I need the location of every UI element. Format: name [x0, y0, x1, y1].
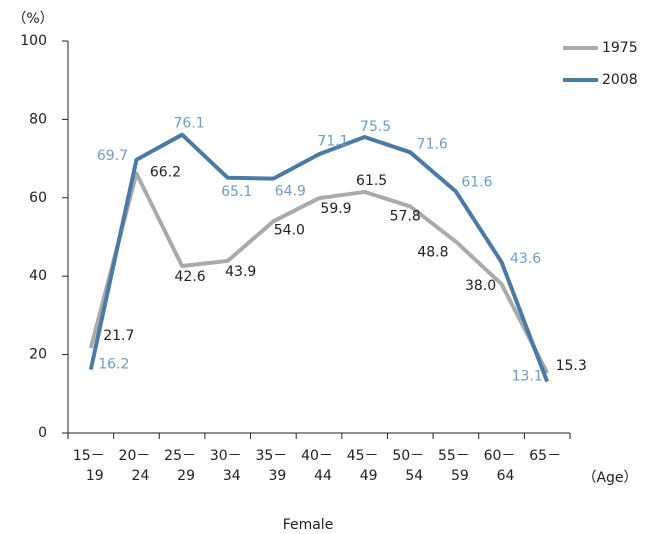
y-tick-label: 80 — [29, 111, 47, 127]
x-tick-label: 60－ — [484, 448, 516, 464]
data-label: 61.6 — [461, 175, 492, 191]
x-tick-label: 54 — [405, 468, 423, 484]
x-tick-label: 44 — [314, 468, 332, 484]
data-label: 64.9 — [275, 184, 306, 200]
y-axis-title: （%） — [12, 11, 53, 27]
legend-label: 1975 — [602, 40, 638, 56]
x-tick-label: 65－ — [529, 448, 561, 464]
x-tick-label: 25－ — [164, 448, 196, 464]
y-tick-label: 40 — [29, 268, 47, 284]
data-label: 38.0 — [465, 278, 496, 294]
data-label: 75.5 — [360, 119, 391, 135]
data-label: 16.2 — [98, 356, 129, 372]
data-label: 69.7 — [97, 148, 128, 164]
data-label: 43.6 — [510, 251, 541, 267]
data-label: 42.6 — [175, 269, 206, 285]
data-label: 43.9 — [225, 264, 256, 280]
x-tick-label: 59 — [451, 468, 469, 484]
x-tick-label: 30－ — [210, 448, 242, 464]
data-label: 15.3 — [556, 358, 587, 374]
data-label: 76.1 — [174, 116, 205, 132]
x-tick-label: 49 — [360, 468, 378, 484]
y-tick-label: 100 — [20, 33, 47, 49]
data-label: 21.7 — [103, 328, 134, 344]
data-label: 48.8 — [417, 245, 448, 261]
x-tick-label: 39 — [268, 468, 286, 484]
x-tick-label: 64 — [497, 468, 515, 484]
y-tick-label: 0 — [38, 425, 47, 441]
data-label: 13.1 — [512, 369, 543, 385]
x-tick-label: 20－ — [119, 448, 151, 464]
x-tick-label: 45－ — [347, 448, 379, 464]
data-label: 71.1 — [317, 133, 348, 149]
series-line — [88, 171, 549, 374]
caption: Female — [283, 517, 334, 533]
x-axis-title: （Age） — [582, 470, 637, 486]
series-line — [88, 132, 550, 383]
x-tick-label: 40－ — [301, 448, 333, 464]
y-tick-label: 60 — [29, 190, 47, 206]
data-label: 61.5 — [356, 173, 387, 189]
x-tick-label: 35－ — [255, 448, 287, 464]
legend-label: 2008 — [602, 72, 638, 88]
x-tick-label: 34 — [223, 468, 241, 484]
data-label: 57.8 — [390, 208, 421, 224]
data-label: 59.9 — [320, 201, 351, 217]
data-label: 65.1 — [221, 184, 252, 200]
y-tick-label: 20 — [29, 347, 47, 363]
data-label: 54.0 — [274, 222, 305, 238]
x-tick-label: 24 — [132, 468, 150, 484]
x-tick-label: 50－ — [392, 448, 424, 464]
x-tick-label: 15－ — [73, 448, 105, 464]
data-label: 66.2 — [150, 164, 181, 180]
x-tick-label: 19 — [86, 468, 104, 484]
x-tick-label: 29 — [177, 468, 195, 484]
x-tick-label: 55－ — [438, 448, 470, 464]
data-label: 71.6 — [417, 136, 448, 152]
